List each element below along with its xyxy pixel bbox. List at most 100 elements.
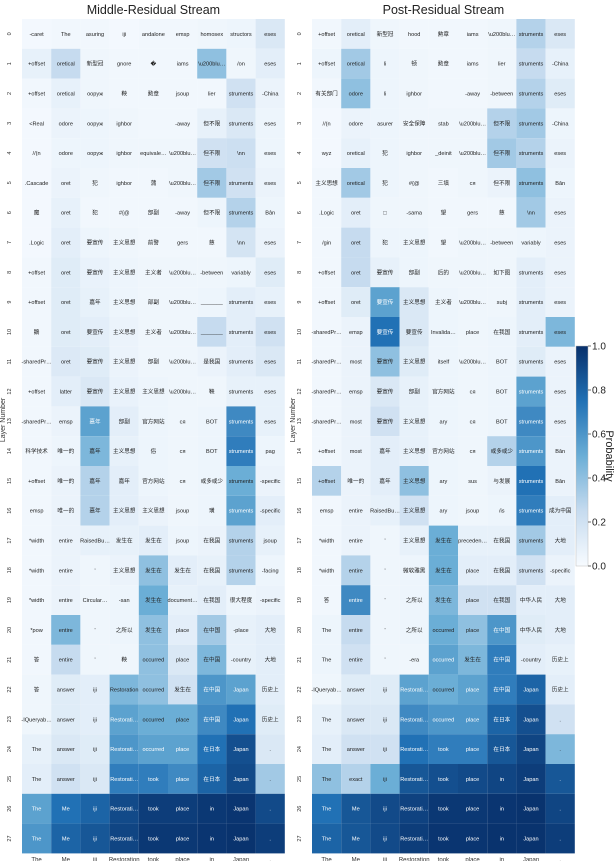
heatmap-cell — [138, 287, 168, 317]
cell-token-label: 之所以 — [406, 596, 423, 604]
heatmap-cell — [80, 674, 110, 705]
cell-token-label: 主义思想 — [403, 447, 426, 455]
cell-token-label: 主义思想 — [403, 239, 426, 247]
cell-token-label: \u200blu… — [169, 270, 196, 276]
heatmap-cell — [458, 197, 488, 228]
cell-token-label: \nn — [237, 241, 245, 247]
cell-token-label: ся — [470, 419, 476, 425]
heatmap-cell — [516, 466, 546, 496]
heatmap-cell — [168, 138, 198, 168]
heatmap-cell — [51, 495, 81, 526]
heatmap-cell — [138, 317, 168, 347]
heatmap-cell — [341, 644, 371, 675]
heatmap-cell — [399, 793, 429, 824]
heatmap-cell — [197, 525, 227, 556]
heatmap-cell — [545, 644, 575, 675]
heatmap-cell — [255, 406, 285, 437]
cell-token-label: -sharedPr… — [22, 360, 52, 366]
heatmap-cell — [168, 168, 198, 198]
heatmap-cell — [138, 764, 168, 794]
cell-token-label: -between — [490, 92, 513, 98]
heatmap-cell — [428, 376, 458, 407]
heatmap-cell — [80, 704, 110, 735]
cell-token-label: +offset — [318, 62, 335, 68]
cell-token-label: took — [148, 777, 159, 783]
heatmap-cell — [197, 823, 227, 854]
cell-token-label: 部副 — [148, 209, 160, 217]
heatmap-cell — [487, 674, 517, 705]
heatmap-cell — [370, 48, 400, 79]
heatmap-cell — [516, 287, 546, 317]
layer-tick-label: 1 — [7, 62, 13, 65]
heatmap-cell — [255, 317, 285, 347]
cell-token-label: iji — [93, 837, 97, 843]
heatmap-cell — [109, 257, 139, 288]
cell-token-label: -China — [552, 121, 569, 127]
cell-token-label: entire — [59, 628, 73, 634]
heatmap-cell — [312, 317, 342, 347]
heatmap-cell — [399, 108, 429, 139]
heatmap-cell — [138, 495, 168, 526]
cell-token-label: 在日本 — [203, 745, 220, 753]
cell-token-label: -facing — [262, 568, 279, 574]
cell-token-label: entire — [59, 539, 73, 545]
heatmap-cell — [545, 823, 575, 854]
heatmap-cell — [458, 585, 488, 615]
heatmap-cell — [399, 168, 429, 198]
layer-tick-label: 10 — [7, 329, 13, 335]
heatmap-cell — [80, 436, 110, 466]
heatmap-cell — [255, 197, 285, 228]
cell-token-label: 在我国 — [203, 537, 220, 545]
cell-token-label: Restorati… — [400, 837, 428, 843]
cell-token-label: eses — [264, 151, 276, 157]
cell-token-label: occurred — [433, 688, 455, 694]
heatmap-cell — [168, 406, 198, 437]
heatmap-cell — [399, 78, 429, 109]
x-tick-label: The — [321, 857, 332, 861]
heatmap-cell — [168, 257, 198, 288]
heatmap-cell — [109, 406, 139, 437]
x-tick-label: took — [438, 857, 450, 861]
cell-token-label: Restorati… — [110, 717, 138, 723]
heatmap-cell — [545, 793, 575, 824]
heatmap-cell — [399, 644, 429, 675]
heatmap-cell — [22, 466, 52, 496]
heatmap-cell — [80, 406, 110, 437]
heatmap-panel-1: Middle-Residual Stream 0 -caret The asuring i… — [0, 3, 285, 866]
heatmap-cell — [428, 466, 458, 496]
heatmap-cell — [487, 525, 517, 556]
cell-token-label: -specific — [260, 509, 281, 515]
heatmap-cell — [487, 644, 517, 675]
heatmap-cell — [487, 555, 517, 586]
heatmap-cell — [516, 764, 546, 794]
cell-token-label: Circular… — [83, 598, 108, 604]
heatmap-cell — [370, 793, 400, 824]
heatmap-cell — [516, 108, 546, 139]
cell-token-label: 主义思想 — [142, 388, 165, 396]
cell-token-label: BOT — [206, 449, 218, 455]
cell-token-label: The — [32, 777, 42, 783]
panel-title: Middle-Residual Stream — [87, 3, 220, 17]
cell-token-label: +offset — [318, 270, 335, 276]
heatmap-cell — [80, 495, 110, 526]
heatmap-cell — [22, 615, 52, 645]
cell-token-label: 嘉年 — [119, 477, 131, 485]
cell-token-label: 要宣传 — [87, 239, 104, 247]
cell-token-label: 要宣传 — [377, 388, 394, 396]
cell-token-label: oret — [61, 241, 71, 247]
heatmap-cell — [458, 287, 488, 317]
cell-token-label: ся — [180, 419, 186, 425]
layer-tick-label: 5 — [297, 181, 303, 184]
cell-token-label: oret — [351, 270, 361, 276]
cell-token-label: most — [350, 419, 363, 425]
heatmap-cell — [312, 406, 342, 437]
heatmap-cell — [138, 108, 168, 139]
colorbar-tick-label: 0.8 — [592, 386, 606, 397]
heatmap-cell — [341, 257, 371, 288]
heatmap-cell — [312, 376, 342, 407]
heatmap-cell — [109, 555, 139, 586]
heatmap-cell — [516, 257, 546, 288]
cell-token-label: eses — [554, 270, 566, 276]
cell-token-label: ся — [470, 449, 476, 455]
heatmap-cell — [197, 48, 227, 79]
